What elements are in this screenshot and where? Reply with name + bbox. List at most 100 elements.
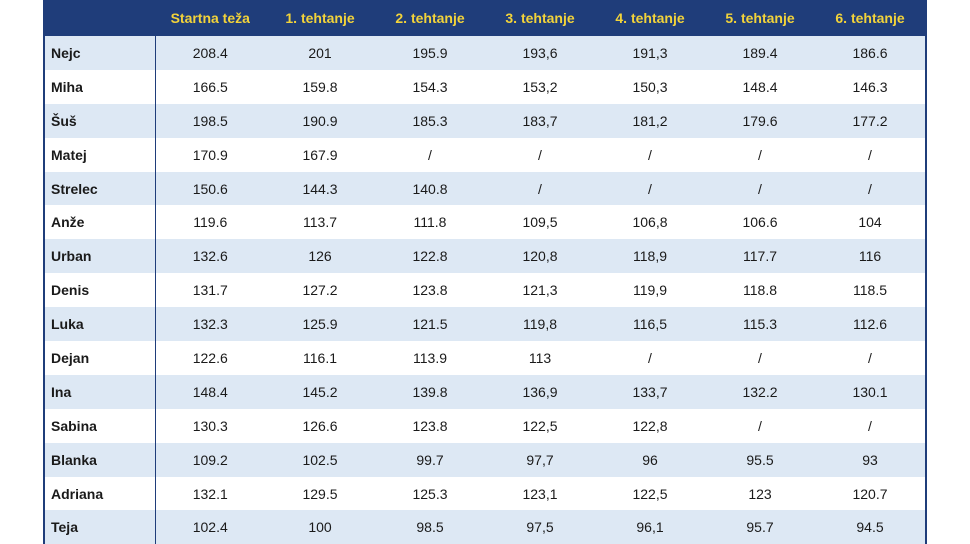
table-row: Strelec 150.6 144.3 140.8 / / / / bbox=[45, 171, 925, 206]
value-cell: 123.8 bbox=[412, 282, 448, 299]
value-cell: 109,5 bbox=[522, 214, 558, 231]
value-cell: / bbox=[648, 146, 652, 163]
row-name-cell: Adriana bbox=[45, 476, 156, 511]
value-cell: 131.7 bbox=[192, 282, 228, 299]
value-cell: 121.5 bbox=[412, 316, 448, 333]
row-name-cell: Strelec bbox=[45, 171, 156, 206]
table-row: Ina 148.4 145.2 139.8 136,9 133,7 132.2 130.1 bbox=[45, 374, 925, 409]
value-cell: 112.6 bbox=[853, 316, 887, 333]
value-cell: 145.2 bbox=[302, 383, 338, 400]
value-cell: 148.4 bbox=[192, 383, 228, 400]
value-cell: 116.1 bbox=[303, 349, 337, 366]
row-name-cell: Denis bbox=[45, 273, 156, 308]
value-cell: 120.7 bbox=[852, 485, 888, 502]
value-cell: 190.9 bbox=[302, 112, 338, 129]
value-cell: 116,5 bbox=[633, 316, 667, 333]
table-row: Matej 170.9 167.9 / / / / / bbox=[45, 137, 925, 172]
value-cell: 132.1 bbox=[192, 485, 228, 502]
column-header: 3. tehtanje bbox=[505, 10, 575, 26]
value-cell: 106,8 bbox=[632, 214, 668, 231]
row-name-cell: Sabina bbox=[45, 408, 156, 443]
column-header: 4. tehtanje bbox=[615, 10, 685, 26]
weigh-in-table-container: Startna teža 1. tehtanje 2. tehtanje 3. teh… bbox=[43, 0, 927, 544]
value-cell: 150,3 bbox=[632, 78, 668, 95]
value-cell: 121,3 bbox=[522, 282, 558, 299]
value-cell: 122,5 bbox=[632, 485, 668, 502]
row-name-cell: Teja bbox=[45, 510, 156, 544]
value-cell: 186.6 bbox=[852, 44, 888, 61]
row-name-cell: Blanka bbox=[45, 442, 156, 477]
value-cell: 118.5 bbox=[853, 282, 887, 299]
value-cell: 113 bbox=[528, 349, 552, 366]
column-header-name bbox=[45, 0, 156, 36]
value-cell: 125.3 bbox=[412, 485, 448, 502]
row-name-cell: Urban bbox=[45, 239, 156, 274]
value-cell: 132.6 bbox=[192, 248, 228, 265]
value-cell: 113.7 bbox=[303, 214, 337, 231]
value-cell: 208.4 bbox=[192, 44, 228, 61]
value-cell: 122.8 bbox=[412, 248, 448, 265]
value-cell: 106.6 bbox=[742, 214, 778, 231]
value-cell: / bbox=[538, 146, 542, 163]
value-cell: / bbox=[538, 180, 542, 197]
table-row: Sabina 130.3 126.6 123.8 122,5 122,8 / / bbox=[45, 408, 925, 443]
value-cell: 146.3 bbox=[852, 78, 888, 95]
value-cell: 109.2 bbox=[192, 451, 228, 468]
value-cell: / bbox=[868, 180, 872, 197]
table-row: Teja 102.4 100 98.5 97,5 96,1 95.7 94.5 bbox=[45, 510, 925, 544]
value-cell: 170.9 bbox=[192, 146, 228, 163]
value-cell: 148.4 bbox=[742, 78, 778, 95]
value-cell: 136,9 bbox=[522, 383, 558, 400]
value-cell: 167.9 bbox=[302, 146, 338, 163]
table-row: Urban 132.6 126 122.8 120,8 118,9 117.7 116 bbox=[45, 239, 925, 274]
value-cell: 153,2 bbox=[522, 78, 558, 95]
value-cell: 130.3 bbox=[192, 417, 228, 434]
value-cell: 126.6 bbox=[302, 417, 338, 434]
table-header-row: Startna teža 1. tehtanje 2. tehtanje 3. teh… bbox=[45, 0, 925, 36]
value-cell: 113.9 bbox=[413, 349, 447, 366]
value-cell: / bbox=[758, 146, 762, 163]
value-cell: 102.5 bbox=[302, 451, 338, 468]
value-cell: 130.1 bbox=[852, 383, 888, 400]
value-cell: 120,8 bbox=[522, 248, 558, 265]
value-cell: 123 bbox=[748, 485, 772, 502]
value-cell: 99.7 bbox=[416, 451, 444, 468]
value-cell: 122,8 bbox=[632, 417, 668, 434]
weigh-in-table: Startna teža 1. tehtanje 2. tehtanje 3. teh… bbox=[45, 0, 925, 544]
value-cell: 183,7 bbox=[522, 112, 558, 129]
value-cell: 125.9 bbox=[302, 316, 338, 333]
value-cell: 127.2 bbox=[302, 282, 338, 299]
value-cell: 100 bbox=[308, 519, 332, 536]
value-cell: 119,8 bbox=[523, 316, 557, 333]
value-cell: 144.3 bbox=[302, 180, 338, 197]
table-row: Šuš 198.5 190.9 185.3 183,7 181,2 179.6 177.2 bbox=[45, 103, 925, 138]
row-name-cell: Miha bbox=[45, 69, 156, 104]
value-cell: 133,7 bbox=[632, 383, 668, 400]
value-cell: 116 bbox=[858, 248, 882, 265]
value-cell: 191,3 bbox=[632, 44, 668, 61]
value-cell: 122.6 bbox=[192, 349, 228, 366]
value-cell: 102.4 bbox=[192, 519, 228, 536]
value-cell: 119.6 bbox=[193, 214, 228, 231]
value-cell: 181,2 bbox=[632, 112, 668, 129]
value-cell: / bbox=[758, 349, 762, 366]
value-cell: 140.8 bbox=[412, 180, 448, 197]
value-cell: 95.5 bbox=[746, 451, 774, 468]
column-header: 2. tehtanje bbox=[395, 10, 465, 26]
column-header: 6. tehtanje bbox=[835, 10, 905, 26]
value-cell: 123.8 bbox=[412, 417, 448, 434]
value-cell: 159.8 bbox=[302, 78, 338, 95]
value-cell: 97,7 bbox=[526, 451, 554, 468]
value-cell: 179.6 bbox=[742, 112, 778, 129]
table-row: Miha 166.5 159.8 154.3 153,2 150,3 148.4 146.3 bbox=[45, 69, 925, 104]
value-cell: 122,5 bbox=[522, 417, 558, 434]
value-cell: 201 bbox=[308, 44, 332, 61]
column-header: Startna teža bbox=[170, 10, 250, 26]
value-cell: 96 bbox=[642, 451, 658, 468]
row-name-cell: Dejan bbox=[45, 341, 156, 375]
value-cell: 198.5 bbox=[192, 112, 228, 129]
value-cell: 154.3 bbox=[412, 78, 448, 95]
value-cell: 104 bbox=[858, 214, 882, 231]
value-cell: 119,9 bbox=[633, 282, 667, 299]
value-cell: 185.3 bbox=[412, 112, 448, 129]
